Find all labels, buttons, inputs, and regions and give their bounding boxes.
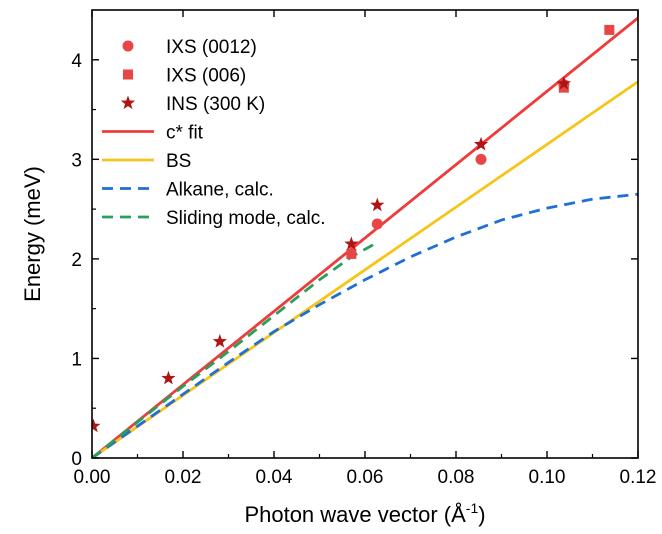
x-axis-title-main: Photon wave vector (Å — [244, 502, 466, 527]
x-axis-title-close: ) — [478, 502, 485, 527]
legend-label: c* fit — [166, 123, 204, 144]
y-tick-label: 2 — [71, 250, 82, 271]
x-tick-label: 0.04 — [256, 467, 293, 488]
x-tick-label: 0.02 — [165, 467, 202, 488]
legend-label: INS (300 K) — [166, 94, 265, 115]
data-point-star — [556, 76, 571, 90]
legend-swatch-star — [120, 95, 136, 110]
y-tick-label: 3 — [71, 150, 82, 171]
data-point-star — [212, 334, 227, 348]
data-point-star — [344, 236, 359, 251]
y-tick-label: 4 — [71, 51, 82, 72]
data-point-square — [346, 248, 357, 259]
x-tick-label: 0.12 — [620, 467, 657, 488]
legend-swatch-square — [123, 69, 133, 80]
x-tick-label: 0.08 — [438, 467, 475, 488]
legend-swatch-circle — [122, 40, 134, 52]
legend: IXS (0012) IXS (006) INS (300 K) c* fit BS Al… — [102, 37, 325, 229]
data-point-star — [473, 136, 489, 151]
y-axis-title: Energy (meV) — [20, 166, 45, 302]
legend-label: Alkane, calc. — [166, 180, 274, 201]
data-point-star — [370, 197, 385, 212]
x-tick-label: 0.06 — [347, 467, 384, 488]
data-point-square — [558, 82, 569, 93]
legend-label: BS — [166, 151, 191, 172]
x-axis-title: Photon wave vector (Å-1) — [244, 500, 485, 527]
y-tick-label: 0 — [71, 449, 82, 470]
data-point-circle — [371, 218, 383, 230]
y-tick-label: 1 — [71, 349, 82, 370]
legend-label: IXS (006) — [166, 66, 246, 87]
x-tick-label: 0.00 — [74, 467, 111, 488]
data-point-square — [604, 24, 615, 35]
data-point-star — [161, 370, 176, 385]
legend-label: IXS (0012) — [166, 37, 257, 58]
series-line-sliding-mode-calc — [92, 241, 378, 458]
data-point-star — [92, 418, 101, 433]
series-line-alkane-calc — [92, 192, 638, 458]
x-axis-title-superscript: -1 — [466, 500, 479, 516]
data-point-circle — [475, 153, 487, 165]
legend-label: Sliding mode, calc. — [166, 208, 325, 229]
x-tick-label: 0.10 — [529, 467, 566, 488]
